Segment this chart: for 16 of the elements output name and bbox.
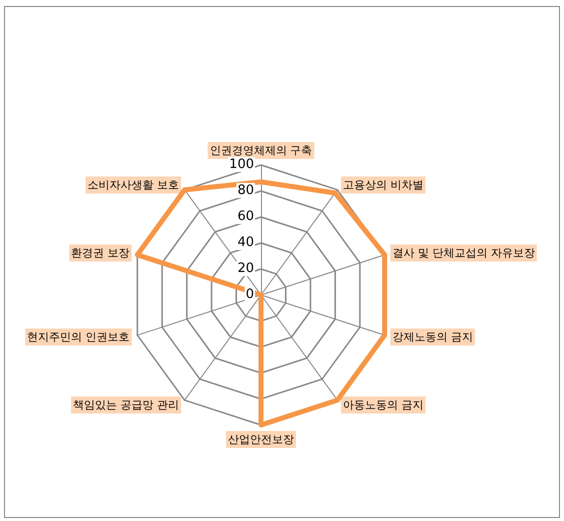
spoke-label: 책임있는 공급망 관리 [73,398,180,412]
spoke-label: 소비자사생활 보호 [88,178,180,192]
spoke-label: 산업안전보장 [228,433,294,446]
spoke-label: 결사 및 단체교섭의 자유보장 [392,246,535,260]
y-tick-label: 0 [246,287,254,302]
y-tick-label: 100 [229,157,254,172]
spoke-label: 아동노동의 금지 [342,398,424,412]
spoke-label: 강제노동의 금지 [392,330,473,344]
spoke-label: 현지주민의 인권보호 [27,330,130,344]
y-tick-label: 20 [237,261,254,276]
spoke-label: 환경권 보장 [71,246,130,260]
y-tick-label: 60 [237,209,254,224]
spoke-label: 인권경영체제의 구축 [210,144,312,157]
spoke-label: 고용상의 비차별 [342,178,424,192]
y-tick-label: 40 [237,235,254,250]
y-tick-label: 80 [237,183,254,198]
